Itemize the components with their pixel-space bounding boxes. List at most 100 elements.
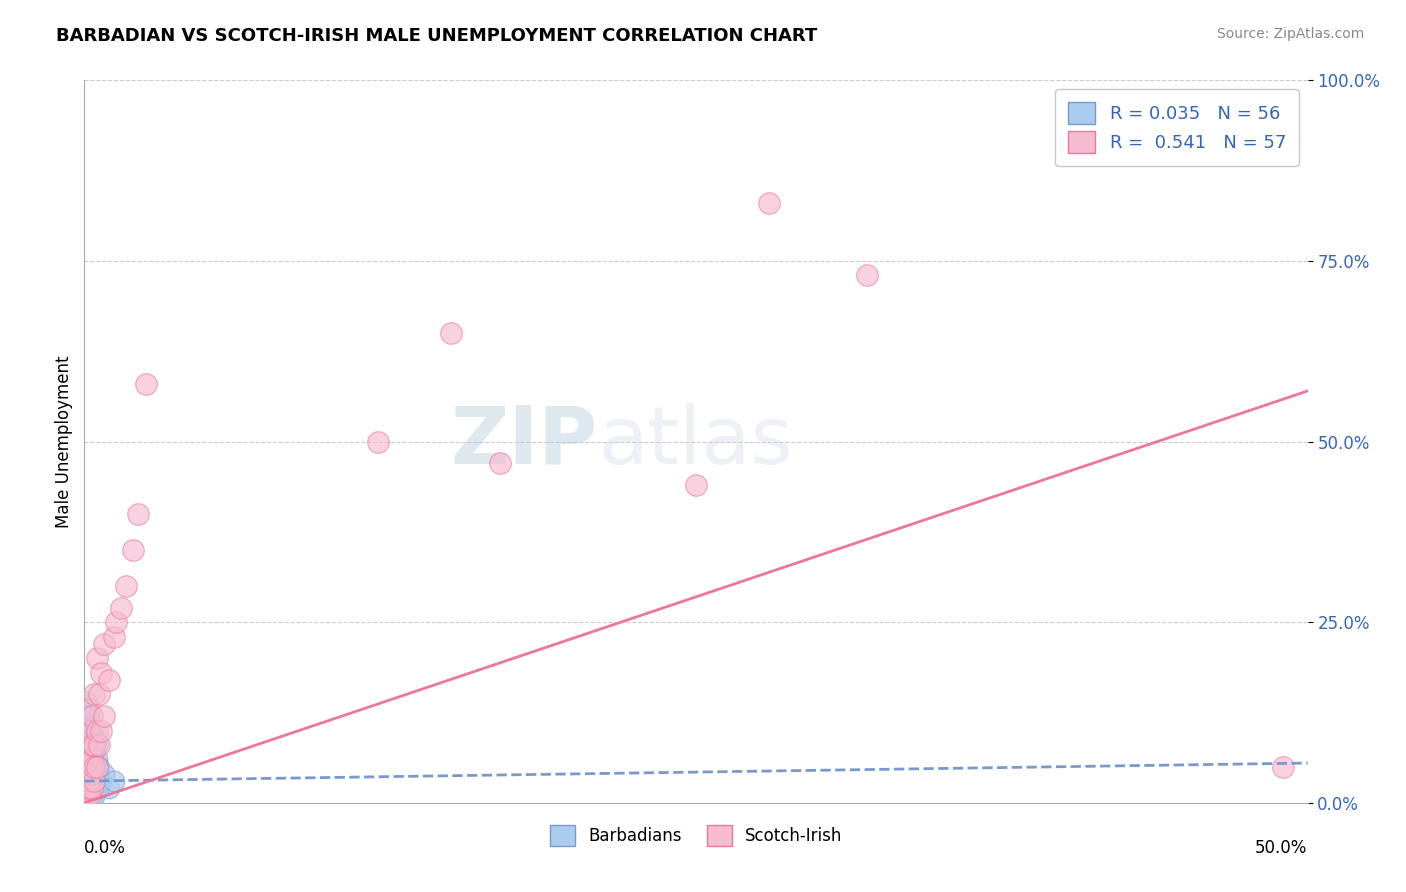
Point [83, 774, 105, 789]
Point [77, 745, 100, 759]
Point [77, 760, 100, 774]
Point [83, 687, 105, 701]
Point [73, 789, 96, 803]
Point [86, 752, 108, 766]
Point [685, 478, 707, 492]
Point [856, 268, 879, 283]
Point [127, 507, 149, 521]
Point [80, 767, 103, 781]
Text: 50.0%: 50.0% [1256, 838, 1308, 857]
Point [97, 781, 120, 796]
Point [86, 738, 108, 752]
Point [76, 752, 98, 766]
Point [77, 709, 100, 723]
Point [80, 752, 103, 766]
Point [90, 774, 112, 789]
Point [76, 695, 98, 709]
Point [73, 789, 96, 803]
Point [86, 781, 108, 796]
Point [93, 709, 115, 723]
Point [73, 789, 96, 803]
Point [77, 767, 100, 781]
Point [110, 600, 132, 615]
Point [76, 745, 98, 759]
Point [77, 774, 100, 789]
Point [83, 781, 105, 796]
Point [76, 781, 98, 796]
Point [73, 781, 96, 796]
Point [77, 789, 100, 803]
Point [80, 731, 103, 745]
Point [76, 774, 98, 789]
Point [76, 767, 98, 781]
Point [73, 774, 96, 789]
Point [76, 774, 98, 789]
Point [80, 781, 103, 796]
Point [87, 687, 110, 701]
Point [86, 723, 108, 738]
Point [83, 731, 105, 745]
Point [77, 752, 100, 766]
Point [77, 781, 100, 796]
Point [76, 760, 98, 774]
Point [115, 579, 138, 593]
Point [83, 745, 105, 759]
Point [73, 774, 96, 789]
Point [80, 789, 103, 803]
Point [105, 615, 128, 630]
Point [76, 789, 98, 803]
Point [76, 731, 98, 745]
Point [83, 738, 105, 752]
Point [77, 745, 100, 759]
Point [80, 738, 103, 752]
Point [77, 760, 100, 774]
Point [76, 767, 98, 781]
Point [103, 774, 125, 789]
Point [77, 774, 100, 789]
Point [80, 738, 103, 752]
Point [90, 723, 112, 738]
Point [73, 781, 96, 796]
Point [80, 767, 103, 781]
Point [76, 781, 98, 796]
Point [76, 738, 98, 752]
Legend: Barbadians, Scotch-Irish: Barbadians, Scotch-Irish [543, 819, 849, 852]
Point [87, 781, 110, 796]
Y-axis label: Male Unemployment: Male Unemployment [55, 355, 73, 528]
Point [76, 789, 98, 803]
Point [76, 738, 98, 752]
Point [80, 774, 103, 789]
Point [76, 767, 98, 781]
Point [76, 760, 98, 774]
Text: BARBADIAN VS SCOTCH-IRISH MALE UNEMPLOYMENT CORRELATION CHART: BARBADIAN VS SCOTCH-IRISH MALE UNEMPLOYM… [56, 27, 817, 45]
Point [83, 760, 105, 774]
Point [76, 760, 98, 774]
Point [76, 781, 98, 796]
Point [758, 196, 780, 211]
Point [83, 789, 105, 803]
Point [73, 760, 96, 774]
Point [83, 774, 105, 789]
Text: Source: ZipAtlas.com: Source: ZipAtlas.com [1216, 27, 1364, 41]
Point [77, 723, 100, 738]
Point [77, 781, 100, 796]
Point [90, 665, 112, 680]
Point [80, 745, 103, 759]
Point [87, 738, 110, 752]
Point [73, 767, 96, 781]
Point [76, 716, 98, 731]
Point [103, 630, 125, 644]
Point [80, 781, 103, 796]
Point [83, 760, 105, 774]
Point [73, 781, 96, 796]
Point [77, 738, 100, 752]
Point [93, 767, 115, 781]
Point [80, 760, 103, 774]
Point [80, 709, 103, 723]
Point [135, 376, 157, 391]
Point [76, 723, 98, 738]
Point [93, 637, 115, 651]
Point [73, 752, 96, 766]
Point [77, 789, 100, 803]
Point [1272, 760, 1295, 774]
